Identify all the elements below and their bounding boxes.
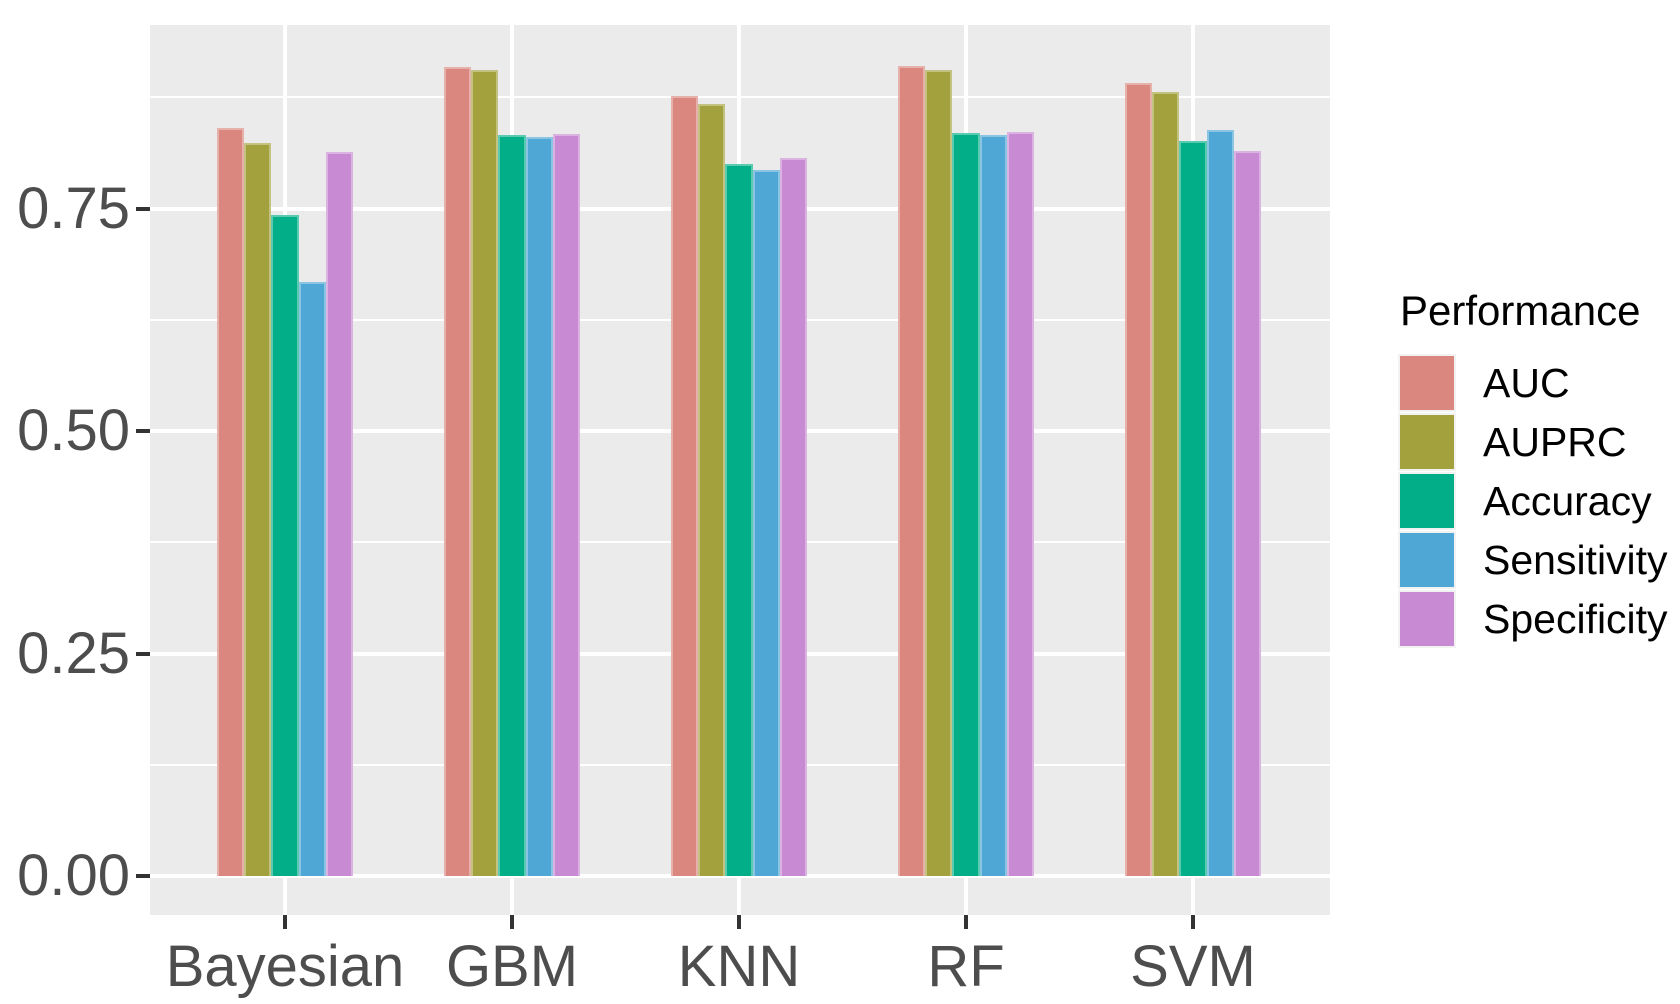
bar-svm-auc bbox=[1124, 83, 1152, 876]
bar-svm-specificity bbox=[1234, 150, 1262, 876]
y-axis-tick bbox=[136, 874, 150, 878]
bar-bayesian-auprc bbox=[243, 142, 272, 876]
bar-knn-sensitivity bbox=[752, 170, 781, 876]
legend-key-swatch bbox=[1400, 356, 1454, 410]
y-axis-tick bbox=[136, 429, 150, 433]
legend-title: Performance bbox=[1400, 287, 1641, 334]
bar-rf-sensitivity bbox=[979, 134, 1008, 876]
bar-rf-accuracy bbox=[952, 132, 980, 876]
bar-svm-sensitivity bbox=[1206, 130, 1235, 876]
bar-svm-auprc bbox=[1151, 91, 1180, 876]
bar-knn-specificity bbox=[780, 157, 808, 876]
y-tick-label: 0.75 bbox=[17, 175, 130, 241]
bar-bayesian-accuracy bbox=[271, 214, 299, 876]
legend-item-label: AUPRC bbox=[1483, 419, 1627, 465]
legend-item-label: Specificity bbox=[1483, 596, 1668, 642]
x-tick-label-rf: RF bbox=[927, 934, 1005, 999]
y-tick-label: 0.25 bbox=[17, 620, 130, 686]
bar-bayesian-auc bbox=[216, 128, 244, 876]
legend-item-label: Sensitivity bbox=[1483, 537, 1668, 583]
y-axis-tick bbox=[136, 651, 150, 656]
x-axis-tick bbox=[964, 915, 968, 929]
x-axis-tick bbox=[283, 915, 287, 929]
bar-knn-accuracy bbox=[725, 164, 753, 876]
legend-key-swatch bbox=[1400, 474, 1454, 528]
x-tick-label-knn: KNN bbox=[677, 934, 801, 999]
bar-knn-auc bbox=[670, 96, 698, 876]
bar-bayesian-sensitivity bbox=[298, 282, 327, 876]
bar-knn-auprc bbox=[697, 104, 726, 876]
plot-panel bbox=[150, 25, 1330, 915]
legend-items: AUC AUPRC Accuracy Sensitivity Specificity bbox=[1400, 356, 1680, 651]
legend: Performance AUC AUPRC Accuracy Sensitivity S… bbox=[1400, 288, 1680, 651]
x-axis-tick bbox=[510, 915, 514, 929]
bar-rf-auprc bbox=[924, 69, 953, 876]
bar-gbm-auc bbox=[443, 66, 471, 876]
legend-item-label: Accuracy bbox=[1483, 478, 1652, 524]
bar-svm-accuracy bbox=[1179, 140, 1207, 876]
x-tick-label-gbm: GBM bbox=[445, 934, 579, 999]
bar-gbm-sensitivity bbox=[525, 137, 554, 876]
bar-gbm-specificity bbox=[553, 133, 581, 876]
y-tick-label: 0.00 bbox=[17, 843, 130, 908]
legend-key-swatch bbox=[1400, 533, 1454, 587]
legend-key-swatch bbox=[1400, 415, 1454, 469]
bar-bayesian-specificity bbox=[326, 152, 354, 876]
bar-rf-auc bbox=[897, 66, 925, 876]
bar-gbm-accuracy bbox=[498, 134, 526, 876]
x-axis-tick bbox=[737, 915, 741, 929]
x-tick-label-svm: SVM bbox=[1130, 934, 1256, 999]
legend-item-label: AUC bbox=[1483, 360, 1570, 406]
bar-rf-specificity bbox=[1007, 131, 1035, 876]
y-tick-label: 0.50 bbox=[17, 398, 130, 463]
legend-key-swatch bbox=[1400, 592, 1454, 646]
y-axis-tick bbox=[136, 206, 150, 211]
bar-gbm-auprc bbox=[470, 69, 499, 876]
x-axis-tick bbox=[1191, 915, 1195, 929]
x-tick-label-bayesian: Bayesian bbox=[165, 934, 405, 999]
